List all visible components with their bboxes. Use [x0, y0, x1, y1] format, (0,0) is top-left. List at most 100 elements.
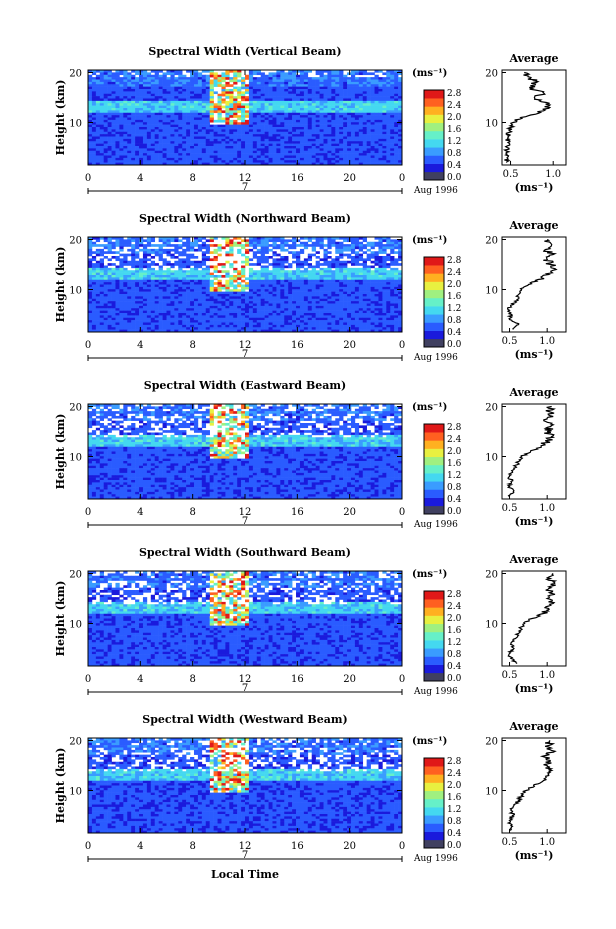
average-profile-line: [506, 740, 557, 832]
x-tick-label: 12: [239, 173, 252, 184]
colorbar-tick-label: 0.8: [447, 817, 462, 827]
panel-title: Spectral Width (Westward Beam): [142, 713, 347, 726]
colorbar-segment: [424, 599, 444, 608]
colorbar-segment: [424, 289, 444, 299]
colorbar-segment: [424, 257, 444, 266]
colorbar-unit: (ms⁻¹): [412, 736, 447, 747]
colorbar-tick-label: 2.8: [447, 256, 462, 266]
y-axis-label: Height (km): [54, 748, 67, 824]
y-tick-label: 10: [69, 453, 82, 464]
average-x-label: (ms⁻¹): [515, 849, 554, 862]
colorbar-tick-label: 1.2: [447, 471, 461, 481]
colorbar-tick-label: 2.0: [447, 614, 462, 624]
average-x-label: (ms⁻¹): [515, 515, 554, 528]
y-tick-label: 20: [69, 236, 82, 247]
average-x-label: (ms⁻¹): [515, 181, 554, 194]
x-tick-label: 0: [399, 674, 405, 685]
colorbar-segment: [424, 330, 444, 340]
local-time-label: Local Time: [211, 868, 279, 881]
colorbar-segment: [424, 823, 444, 832]
x-tick-label: 0: [399, 507, 405, 518]
average-x-tick-label: 0.5: [502, 837, 518, 848]
colorbar-segment: [424, 155, 444, 164]
y-tick-label: 10: [69, 119, 82, 130]
colorbar-tick-label: 1.6: [447, 459, 462, 469]
x-tick-label: 0: [85, 507, 91, 518]
average-title: Average: [508, 386, 558, 399]
colorbar-segment: [424, 265, 444, 274]
colorbar-tick-label: 0.8: [447, 483, 462, 493]
colorbar-unit: (ms⁻¹): [412, 235, 447, 246]
colorbar-tick-label: 0.8: [447, 650, 462, 660]
average-x-tick-label: 1.0: [539, 336, 555, 347]
day-marker: 7: [242, 683, 248, 694]
y-axis-label: Height (km): [54, 247, 67, 323]
colorbar-segment: [424, 163, 444, 173]
colorbar-segment: [424, 640, 444, 649]
average-profile-line: [502, 71, 552, 163]
colorbar-tick-label: 1.6: [447, 292, 462, 302]
colorbar-segment: [424, 815, 444, 824]
colorbar-unit: (ms⁻¹): [412, 68, 447, 79]
x-tick-label: 4: [137, 674, 143, 685]
colorbar-segment: [424, 766, 444, 775]
colorbar-segment: [424, 473, 444, 482]
colorbar-tick-label: 0.8: [447, 149, 462, 159]
x-tick-label: 20: [343, 841, 356, 852]
average-title: Average: [508, 219, 558, 232]
panel-5: Spectral Width (Westward Beam)1020Height…: [54, 713, 567, 864]
x-tick-label: 4: [137, 507, 143, 518]
colorbar-tick-label: 2.4: [447, 769, 462, 779]
x-tick-label: 4: [137, 340, 143, 351]
colorbar-unit: (ms⁻¹): [412, 402, 447, 413]
colorbar-segment: [424, 130, 444, 140]
colorbar-segment: [424, 106, 444, 115]
colorbar-tick-label: 2.8: [447, 757, 462, 767]
average-x-label: (ms⁻¹): [515, 348, 554, 361]
y-tick-label: 20: [69, 570, 82, 581]
x-tick-label: 0: [399, 841, 405, 852]
colorbar-segment: [424, 648, 444, 657]
day-marker: 7: [242, 182, 248, 193]
colorbar-tick-label: 2.0: [447, 113, 462, 123]
colorbar-tick-label: 1.2: [447, 638, 461, 648]
colorbar-unit: (ms⁻¹): [412, 569, 447, 580]
x-tick-label: 8: [189, 340, 195, 351]
colorbar-segment: [424, 481, 444, 490]
colorbar-segment: [424, 798, 444, 808]
x-tick-label: 20: [343, 507, 356, 518]
colorbar-tick-label: 0.4: [447, 662, 462, 672]
y-axis-label: Height (km): [54, 80, 67, 156]
x-tick-label: 0: [399, 340, 405, 351]
x-tick-label: 12: [239, 674, 252, 685]
average-title: Average: [508, 553, 558, 566]
colorbar-tick-label: 1.6: [447, 125, 462, 135]
colorbar-segment: [424, 774, 444, 783]
colorbar-tick-label: 2.0: [447, 280, 462, 290]
colorbar-segment: [424, 432, 444, 441]
colorbar-tick-label: 2.0: [447, 447, 462, 457]
panel-4: Spectral Width (Southward Beam)1020Heigh…: [54, 546, 567, 697]
colorbar-segment: [424, 98, 444, 107]
colorbar-tick-label: 0.4: [447, 328, 462, 338]
average-frame: [501, 737, 567, 834]
colorbar-segment: [424, 831, 444, 841]
colorbar-segment: [424, 448, 444, 458]
colorbar-segment: [424, 782, 444, 792]
average-frame: [501, 69, 567, 166]
colorbar-segment: [424, 656, 444, 665]
x-tick-label: 8: [189, 674, 195, 685]
average-y-tick-label: 10: [485, 286, 498, 297]
colorbar-segment: [424, 664, 444, 674]
colorbar-tick-label: 2.4: [447, 435, 462, 445]
y-tick-label: 20: [69, 403, 82, 414]
colorbar-segment: [424, 456, 444, 466]
panel-title: Spectral Width (Southward Beam): [139, 546, 351, 559]
colorbar-tick-label: 0.4: [447, 495, 462, 505]
colorbar-tick-label: 1.2: [447, 137, 461, 147]
panel-title: Spectral Width (Northward Beam): [139, 212, 351, 225]
x-tick-label: 0: [85, 674, 91, 685]
heatmap-cells: [88, 738, 403, 834]
colorbar-tick-label: 1.2: [447, 304, 461, 314]
colorbar-frame: [423, 89, 445, 181]
